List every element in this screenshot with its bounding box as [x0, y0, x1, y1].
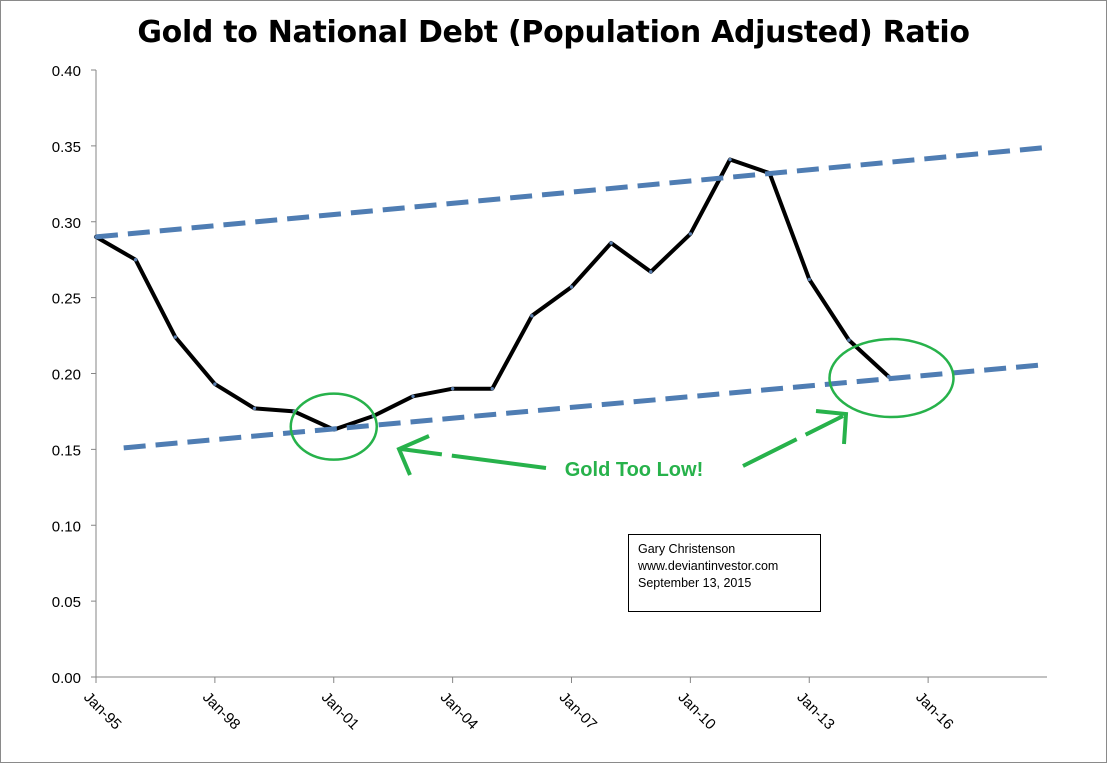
highlight-circle-2015 [828, 337, 955, 419]
x-tick-label: Jan-95 [80, 689, 124, 733]
data-point [411, 394, 415, 398]
x-tick-label: Jan-98 [199, 689, 243, 733]
data-point [649, 270, 653, 274]
credit-author: Gary Christenson [638, 542, 736, 556]
data-point [173, 335, 177, 339]
data-point [490, 386, 494, 391]
y-tick-label: 0.25 [52, 291, 81, 308]
data-point [133, 257, 138, 262]
data-point [847, 338, 851, 342]
callout-arrowhead-right [815, 409, 849, 445]
data-point [213, 382, 217, 386]
x-tick-label: Jan-01 [318, 689, 362, 733]
x-tick-label: Jan-16 [912, 689, 956, 733]
x-tick-label: Jan-04 [437, 689, 481, 733]
callout-arrowhead-left [396, 434, 430, 476]
y-tick-label: 0.05 [52, 594, 81, 611]
data-point [530, 314, 534, 318]
data-point [450, 386, 455, 391]
data-point [569, 285, 574, 289]
upper-trendline [95, 144, 1048, 240]
data-point [807, 277, 811, 282]
x-tick-label: Jan-07 [556, 689, 600, 733]
y-tick-label: 0.00 [52, 670, 81, 687]
callout-label: Gold Too Low! [565, 459, 703, 481]
chart-title: Gold to National Debt (Population Adjust… [137, 15, 970, 50]
data-point [609, 241, 613, 245]
data-point [252, 406, 257, 411]
callout-arrow-left [400, 447, 547, 470]
y-tick-label: 0.35 [52, 139, 81, 156]
data-point [728, 157, 732, 162]
lower-trendline [123, 361, 1048, 451]
y-tick-label: 0.30 [52, 215, 81, 232]
y-tick-label: 0.40 [52, 63, 81, 80]
data-point [688, 232, 693, 236]
y-tick-label: 0.10 [52, 518, 81, 535]
x-tick-label: Jan-13 [793, 689, 837, 733]
highlight-circle-2001 [289, 392, 378, 461]
x-tick-label: Jan-10 [675, 689, 719, 733]
y-tick-label: 0.20 [52, 367, 81, 384]
credit-website: www.deviantinvestor.com [638, 559, 779, 573]
callout-arrow-right [742, 414, 844, 468]
credit-date: September 13, 2015 [638, 576, 752, 590]
credit-box: Gary Christenson www.deviantinvestor.com… [628, 534, 821, 612]
y-tick-label: 0.15 [52, 442, 81, 459]
